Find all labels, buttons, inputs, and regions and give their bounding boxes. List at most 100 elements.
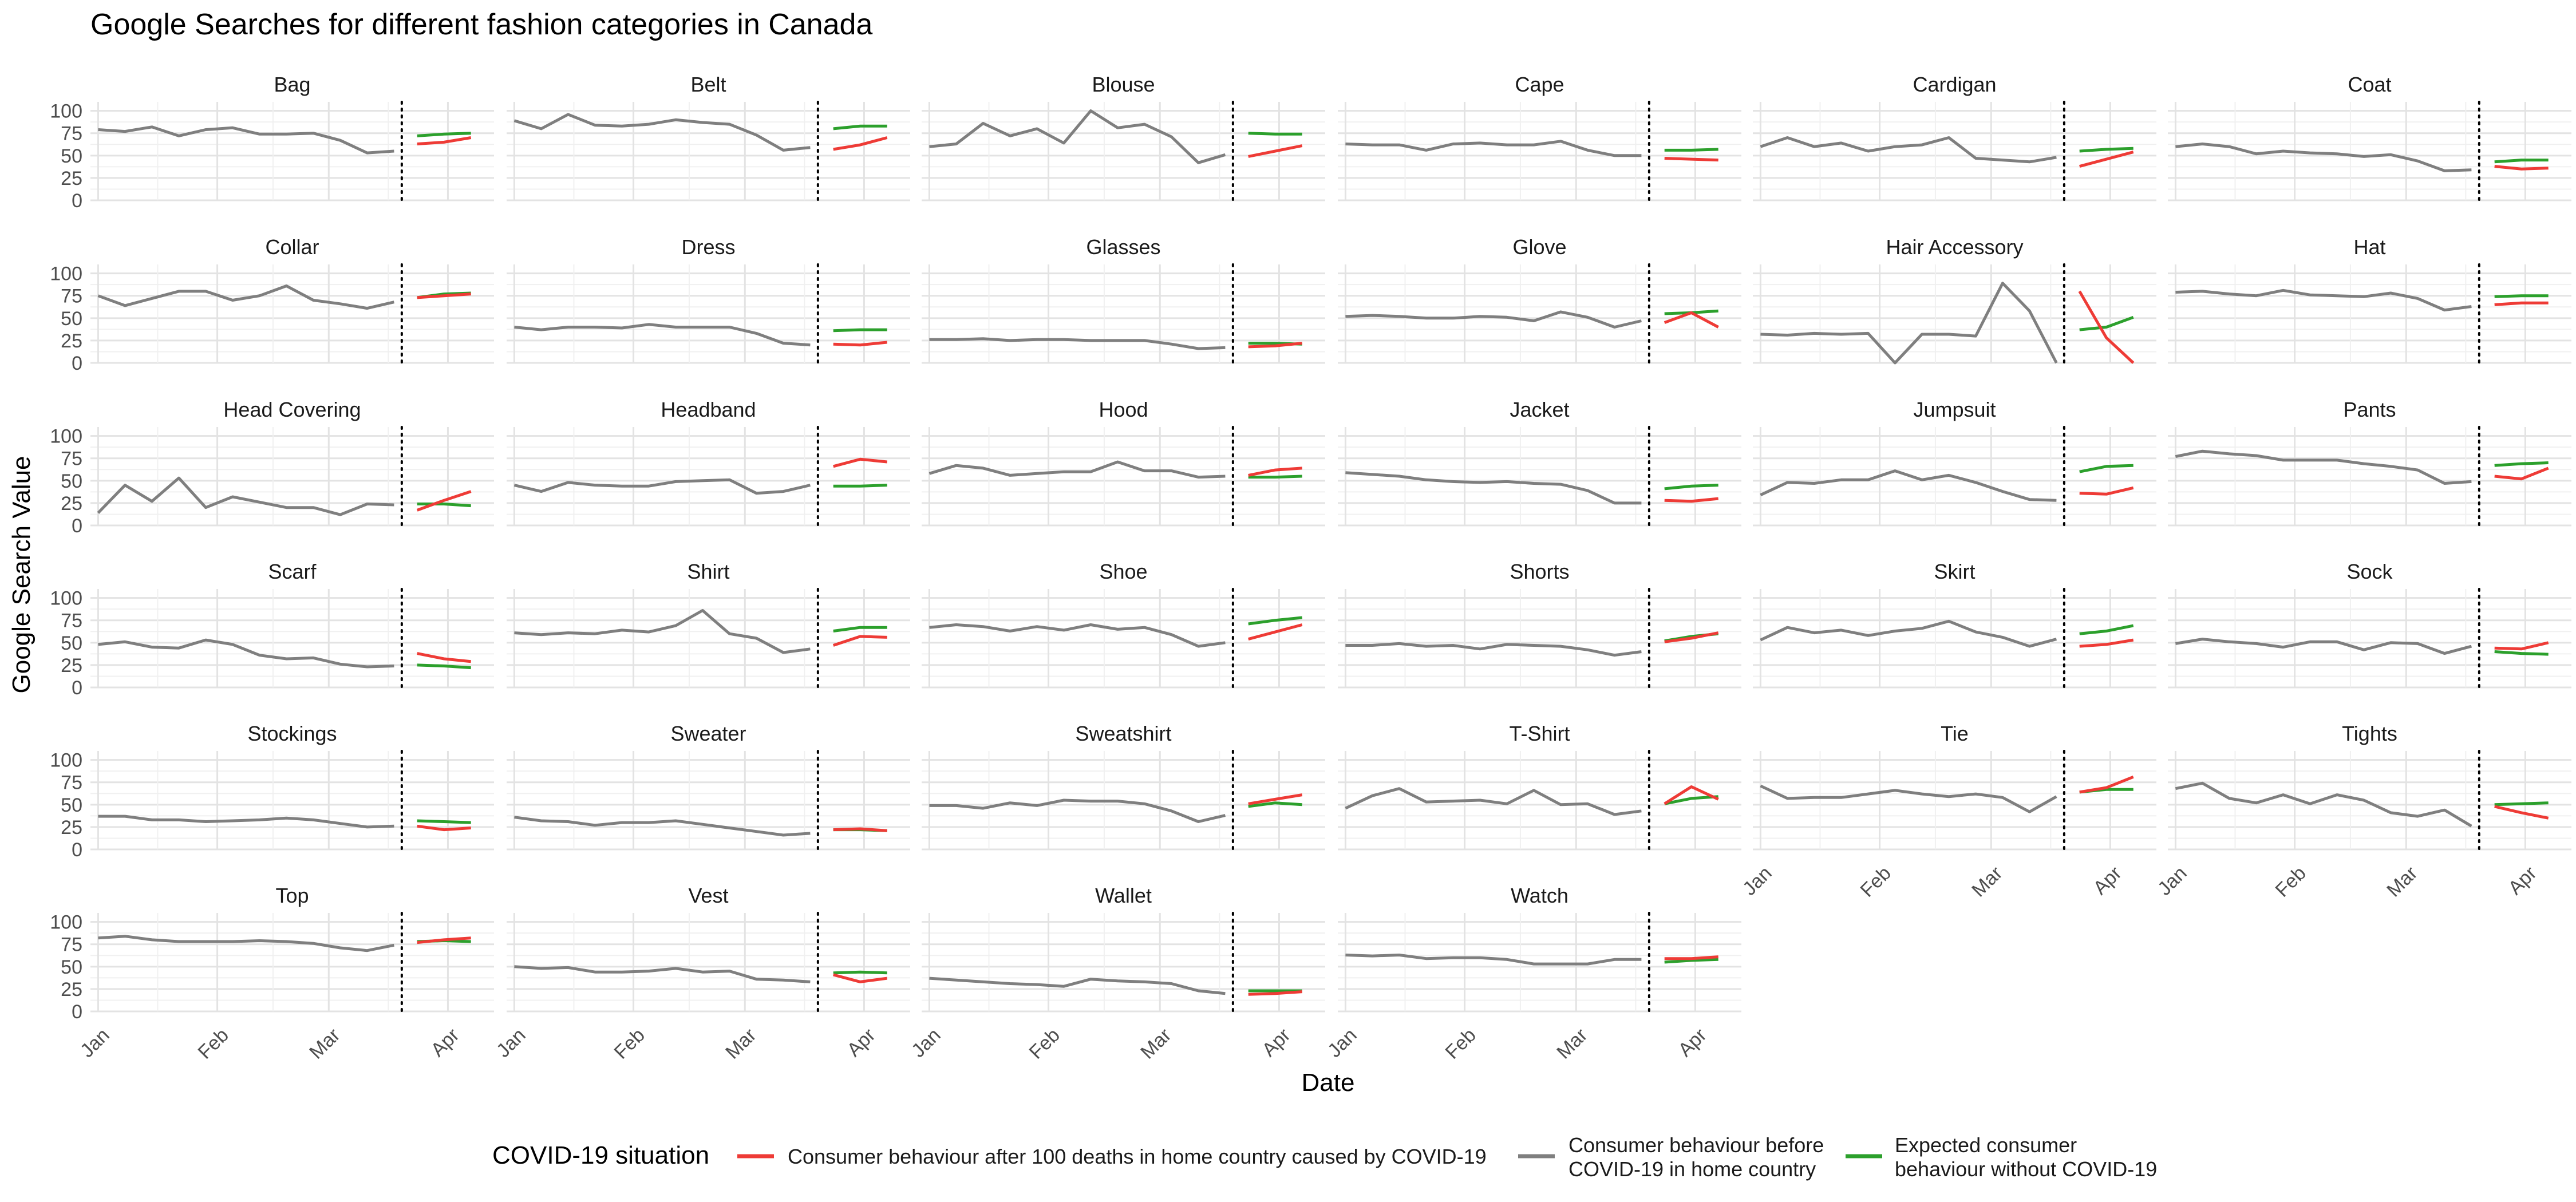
y-tick-label: 75 <box>61 934 82 956</box>
y-tick-label: 0 <box>72 677 82 699</box>
series-line-after <box>833 827 887 832</box>
series-line-before <box>1345 787 1642 816</box>
facet-label: T-Shirt <box>1509 722 1570 745</box>
y-tick-label: 100 <box>50 588 82 610</box>
series-line-after <box>2494 301 2549 306</box>
facet-label: Jacket <box>1510 398 1569 421</box>
facet-label: Stockings <box>247 722 337 745</box>
facet-panel: Belt <box>507 73 910 201</box>
y-tick-label: 75 <box>61 123 82 145</box>
series-line-after <box>417 824 471 832</box>
facet-label: Watch <box>1511 884 1568 907</box>
series-line-after <box>416 490 472 512</box>
series-line-before <box>98 125 394 155</box>
x-tick-label: Jan <box>492 1024 530 1062</box>
x-tick-label: Feb <box>610 1024 649 1063</box>
facet-label: Cardigan <box>1913 73 1996 96</box>
facet-label: Tights <box>2342 722 2397 745</box>
series-line-after <box>1248 990 1302 996</box>
y-tick-label: 100 <box>50 101 82 122</box>
series-line-expected <box>1248 132 1302 136</box>
series-line-before <box>1760 282 2058 365</box>
series-line-before <box>98 638 394 669</box>
facet-label: Sweater <box>670 722 746 745</box>
series-line-before <box>98 814 394 829</box>
series-line-before <box>98 935 394 952</box>
series-line-expected <box>2494 159 2549 164</box>
facet-panel: Glasses <box>922 235 1325 364</box>
series-line-before <box>1760 619 2057 648</box>
series-line-before <box>1760 469 2057 502</box>
y-tick-label: 75 <box>61 772 82 794</box>
facet-label: Glove <box>1512 235 1566 259</box>
legend-label-expected: Expected consumer behaviour without COVID… <box>1895 1133 2157 1181</box>
series-line-expected <box>1664 484 1718 491</box>
facet-label: Shorts <box>1510 560 1569 583</box>
series-line-before <box>1760 784 2057 813</box>
series-line-after <box>833 457 887 468</box>
series-line-before <box>513 113 811 152</box>
y-tick-label: 25 <box>61 817 82 839</box>
x-tick-label: Jan <box>907 1024 945 1062</box>
series-line-expected <box>417 503 471 508</box>
facet-panel: T-Shirt <box>1338 722 1741 851</box>
series-line-expected <box>2079 464 2134 473</box>
x-tick-label: Mar <box>1967 862 2006 901</box>
series-line-expected <box>2079 624 2134 635</box>
series-line-expected <box>2494 294 2549 298</box>
series-line-before <box>1345 140 1642 157</box>
y-tick-label: 75 <box>61 610 82 632</box>
y-tick-label: 0 <box>72 1001 82 1023</box>
series-line-after <box>1664 631 1719 643</box>
series-line-expected <box>833 484 887 488</box>
series-line-before <box>2175 143 2472 172</box>
series-line-after <box>1248 793 1303 805</box>
facet-label: Shirt <box>687 560 729 583</box>
x-tick-label: Jan <box>1323 1024 1361 1062</box>
series-line-before <box>1345 954 1642 966</box>
y-tick-label: 50 <box>61 145 82 167</box>
y-tick-label: 100 <box>50 263 82 285</box>
facet-panel: Hair Accessory <box>1753 235 2156 365</box>
series-line-expected <box>2494 650 2549 656</box>
x-tick-label: Apr <box>1674 1024 1710 1061</box>
series-line-before <box>514 609 811 654</box>
y-tick-label: 25 <box>61 493 82 515</box>
y-tick-label: 50 <box>61 470 82 492</box>
facet-label: Wallet <box>1095 884 1152 907</box>
legend-entry-expected: Expected consumer behaviour without COVID… <box>1846 1133 2157 1181</box>
series-line-after <box>1248 144 1303 158</box>
series-line-after <box>832 635 887 647</box>
series-line-before <box>513 478 811 495</box>
series-line-expected <box>833 328 887 333</box>
chart-title: Google Searches for different fashion ca… <box>90 8 872 41</box>
y-tick-label: 25 <box>61 168 82 189</box>
y-tick-label: 25 <box>61 330 82 352</box>
facet-label: Glasses <box>1086 235 1160 259</box>
x-tick-label: Feb <box>1856 862 1895 901</box>
series-line-after <box>417 292 471 299</box>
legend-entry-after: Consumer behaviour after 100 deaths in h… <box>737 1145 1487 1168</box>
x-tick-label: Mar <box>1136 1024 1175 1063</box>
x-tick-label: Feb <box>1025 1024 1064 1063</box>
x-axis-title: Date <box>1302 1069 1355 1097</box>
x-tick-label: Mar <box>1552 1024 1591 1063</box>
y-tick-label: 0 <box>72 190 82 212</box>
y-tick-label: 75 <box>61 286 82 307</box>
series-line-after <box>417 136 472 145</box>
facet-label: Shoe <box>1099 560 1147 583</box>
series-line-after <box>833 973 888 983</box>
series-line-expected <box>1248 616 1302 626</box>
y-tick-label: 100 <box>50 912 82 934</box>
y-tick-label: 25 <box>61 655 82 677</box>
facet-panel: Jacket <box>1338 398 1741 527</box>
facet-panel: Hat <box>2168 235 2571 364</box>
facet-label: Pants <box>2343 398 2396 421</box>
facet-panel: Shoe <box>922 560 1325 689</box>
series-line-after <box>1248 342 1302 349</box>
y-tick-label: 50 <box>61 632 82 654</box>
x-tick-label: Feb <box>2271 862 2310 901</box>
